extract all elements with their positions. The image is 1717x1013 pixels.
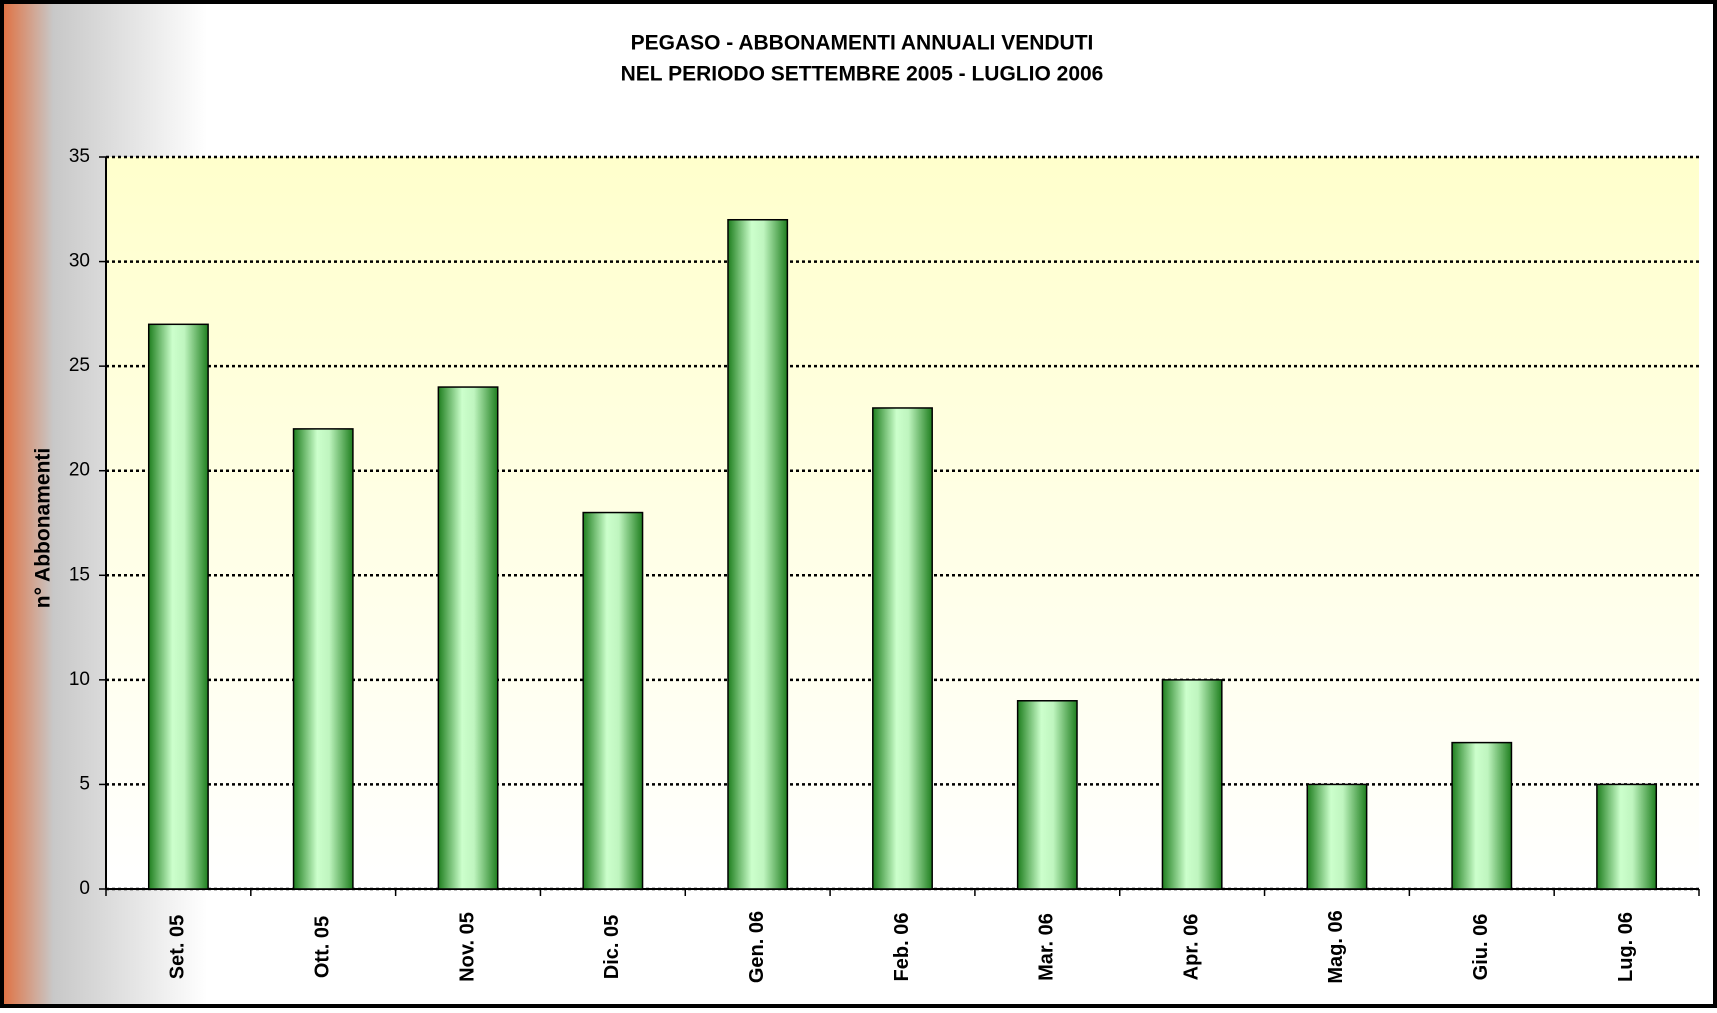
bar bbox=[1306, 783, 1368, 890]
y-tick-label: 30 bbox=[69, 251, 90, 272]
y-tick-label: 0 bbox=[79, 878, 90, 899]
bar bbox=[872, 407, 933, 890]
x-tick-label: Mar. 06 bbox=[1036, 913, 1058, 981]
x-tick-label: Nov. 05 bbox=[456, 912, 478, 982]
y-tick-label: 25 bbox=[69, 355, 90, 376]
bar bbox=[727, 218, 789, 890]
y-tick-label: 10 bbox=[69, 669, 90, 690]
bar bbox=[582, 511, 644, 890]
bar bbox=[1016, 700, 1078, 890]
bar bbox=[1451, 741, 1513, 890]
y-tick-label: 35 bbox=[69, 146, 90, 167]
x-tick-label: Gen. 06 bbox=[746, 911, 768, 983]
x-tick-label: Set. 05 bbox=[167, 915, 189, 979]
x-tick-label: Apr. 06 bbox=[1180, 914, 1202, 981]
bar bbox=[1596, 783, 1658, 890]
x-tick-label: Giu. 06 bbox=[1470, 914, 1492, 981]
chart-title: NEL PERIODO SETTEMBRE 2005 - LUGLIO 2006 bbox=[621, 63, 1104, 86]
y-axis-label: n° Abbonamenti bbox=[32, 448, 55, 608]
y-tick-label: 20 bbox=[69, 460, 90, 481]
bar bbox=[1161, 679, 1223, 890]
x-tick-label: Feb. 06 bbox=[891, 913, 913, 982]
y-tick-label: 15 bbox=[69, 564, 90, 585]
chart-title: PEGASO - ABBONAMENTI ANNUALI VENDUTI bbox=[631, 32, 1094, 55]
bar bbox=[437, 386, 499, 890]
bar bbox=[292, 428, 354, 890]
x-tick-label: Lug. 06 bbox=[1615, 912, 1637, 982]
x-tick-label: Ott. 05 bbox=[312, 916, 334, 978]
bar bbox=[147, 323, 209, 890]
x-tick-label: Dic. 05 bbox=[601, 915, 623, 979]
x-tick-label: Mag. 06 bbox=[1325, 910, 1347, 983]
y-tick-label: 5 bbox=[79, 773, 90, 794]
